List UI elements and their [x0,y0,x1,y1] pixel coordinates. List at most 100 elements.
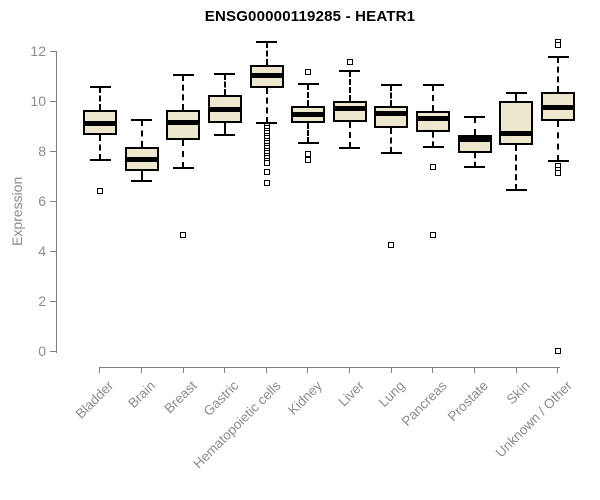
x-category-label: Liver [335,378,367,410]
upper-whisker-line [223,73,226,95]
upper-whisker-line [307,83,310,106]
x-category-label: Pancreas [398,378,450,429]
x-category-label: Kidney [285,378,325,418]
lower-whisker-cap [422,145,444,148]
lower-whisker-cap [131,179,153,182]
upper-whisker-line [348,70,351,101]
x-category-label: Bladder [73,378,117,422]
upper-whisker-line [557,56,560,92]
x-category-label: Prostate [445,378,492,425]
y-tick-label: 10 [30,93,46,109]
upper-whisker-cap [172,73,194,76]
lower-whisker-cap [380,152,402,154]
lower-whisker-line [557,120,560,161]
outlier-point [555,347,562,354]
x-category-label: Breast [161,378,200,417]
outlier-point [555,170,562,177]
upper-whisker-cap [89,85,111,88]
median-line [85,121,115,127]
x-category-label: Skin [503,378,534,408]
lower-whisker-line [515,144,518,190]
median-line [376,110,407,116]
outlier-point [388,241,395,248]
lower-whisker-line [473,153,476,167]
median-line [168,119,199,125]
x-tick [432,368,434,373]
x-tick [474,368,475,373]
y-tick-label: 4 [38,243,46,259]
lower-whisker-line [307,122,310,143]
x-tick [140,368,142,373]
lower-whisker-cap [214,133,236,136]
box [374,105,409,128]
median-line [501,130,532,136]
median-line [251,72,282,78]
outlier-point [305,156,312,163]
upper-whisker-cap [422,83,444,86]
median-line [418,115,449,121]
lower-whisker-line [140,170,143,181]
x-axis-line [99,366,560,368]
outlier-point [430,163,437,170]
upper-whisker-cap [505,92,527,94]
lower-whisker-cap [339,147,361,149]
outlier-point [346,58,353,65]
upper-whisker-line [515,93,518,102]
x-tick [515,368,517,373]
outlier-point [555,41,562,48]
median-line [459,137,490,143]
lower-whisker-line [348,121,351,148]
x-tick [307,368,309,373]
box [499,101,534,145]
upper-whisker-cap [339,69,361,72]
upper-whisker-cap [297,82,319,85]
median-line [334,105,365,111]
x-category-label: Brain [125,378,159,411]
x-category-label: Lung [376,378,409,410]
upper-whisker-line [390,84,393,106]
x-tick [182,368,184,373]
lower-whisker-cap [505,188,527,191]
outlier-point [305,150,312,157]
y-tick [50,301,56,302]
lower-whisker-line [99,134,101,160]
x-category-label: Unknown / Other [492,378,575,461]
y-tick-label: 0 [38,343,46,359]
y-tick [50,201,56,202]
upper-whisker-cap [380,83,402,86]
chart-title: ENSG00000119285 - HEATR1 [204,8,416,25]
y-tick [50,251,56,252]
outlier-point [263,169,270,175]
box [332,100,367,122]
upper-whisker-line [473,116,476,135]
x-tick [265,368,267,373]
y-axis-line [55,51,57,353]
outlier-point [180,232,187,239]
x-tick [224,368,226,373]
lower-whisker-line [223,122,226,135]
y-tick [50,351,56,352]
lower-whisker-cap [464,165,486,168]
outlier-point [430,231,437,238]
median-line [126,157,157,162]
x-category-label: Gastric [200,378,242,419]
box [166,109,201,140]
median-line [293,112,324,117]
upper-whisker-line [182,74,185,110]
outlier-point [263,180,270,187]
upper-whisker-cap [214,72,236,75]
y-tick [50,151,56,152]
upper-whisker-line [140,119,143,147]
lower-whisker-cap [547,159,569,162]
upper-whisker-cap [547,55,569,58]
y-tick [50,51,56,52]
y-tick [50,101,56,102]
upper-whisker-line [99,86,101,110]
box [416,110,451,132]
y-tick-label: 6 [38,193,46,209]
x-tick [557,368,559,373]
outlier-point [305,68,312,75]
median-line [543,104,574,110]
